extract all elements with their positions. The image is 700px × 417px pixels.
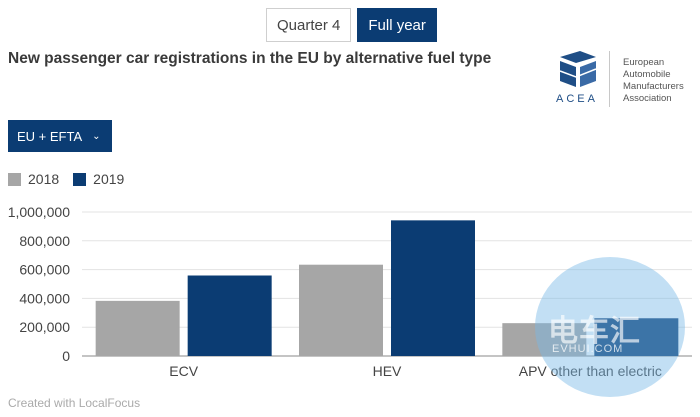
chevron-down-icon: ⌄ — [92, 130, 101, 142]
bar-chart: 0 200,000 400,000 600,000 800,000 1,000,000 EC… — [8, 204, 692, 379]
bar-2019-apv-other-than-electric — [594, 318, 679, 356]
acea-logo: ACEA European Automobile Manufacturers A… — [554, 47, 694, 111]
legend-swatch-2018 — [8, 172, 21, 186]
y-tick-label: 1,000,000 — [8, 204, 70, 220]
legend-label-2019: 2019 — [93, 171, 125, 187]
logo-line: Automobile — [623, 69, 671, 80]
logo-line: European — [623, 57, 665, 68]
legend-item-2018[interactable]: 2018 — [8, 171, 59, 187]
x-tick-label: HEV — [373, 363, 402, 379]
page-title: New passenger car registrations in the E… — [8, 50, 492, 67]
watermark-logo: 电车汇 — [548, 315, 641, 348]
logo-org-name: European Automobile Manufacturers Associ… — [623, 57, 684, 105]
logo-line: Association — [623, 93, 672, 104]
logo-acea-wordmark: ACEA — [556, 93, 598, 105]
bar-2019-hev — [391, 220, 475, 356]
bar-2018-ecv — [95, 300, 180, 356]
legend-item-2019[interactable]: 2019 — [73, 171, 124, 187]
y-tick-label: 400,000 — [19, 290, 70, 306]
tab-quarter-4[interactable]: Quarter 4 — [266, 8, 352, 42]
y-tick-label: 200,000 — [19, 319, 70, 335]
legend-swatch-2019 — [73, 172, 87, 186]
x-tick-label: ECV — [169, 363, 198, 379]
logo-divider — [609, 51, 610, 107]
acea-cube-icon — [559, 51, 597, 87]
region-dropdown[interactable]: EU + EFTA ⌄ — [8, 120, 112, 152]
chart-legend: 2018 2019 — [8, 171, 138, 187]
y-tick-label: 800,000 — [19, 233, 70, 249]
watermark-url: EVHUI.COM — [552, 343, 624, 355]
credit-link[interactable]: Created with LocalFocus — [8, 396, 141, 410]
watermark-circle — [535, 257, 685, 397]
y-tick-label: 0 — [62, 348, 70, 364]
y-tick-label: 600,000 — [19, 262, 70, 278]
bar-2018-apv-other-than-electric — [502, 323, 587, 356]
bar-2018-hev — [299, 264, 383, 356]
region-dropdown-label: EU + EFTA — [17, 128, 83, 144]
tab-full-year[interactable]: Full year — [357, 8, 437, 42]
bar-2019-ecv — [187, 275, 272, 356]
x-tick-label: APV other than electric — [519, 363, 662, 379]
legend-label-2018: 2018 — [28, 171, 60, 187]
logo-line: Manufacturers — [623, 81, 684, 92]
period-tabs: Quarter 4 Full year — [266, 8, 437, 42]
